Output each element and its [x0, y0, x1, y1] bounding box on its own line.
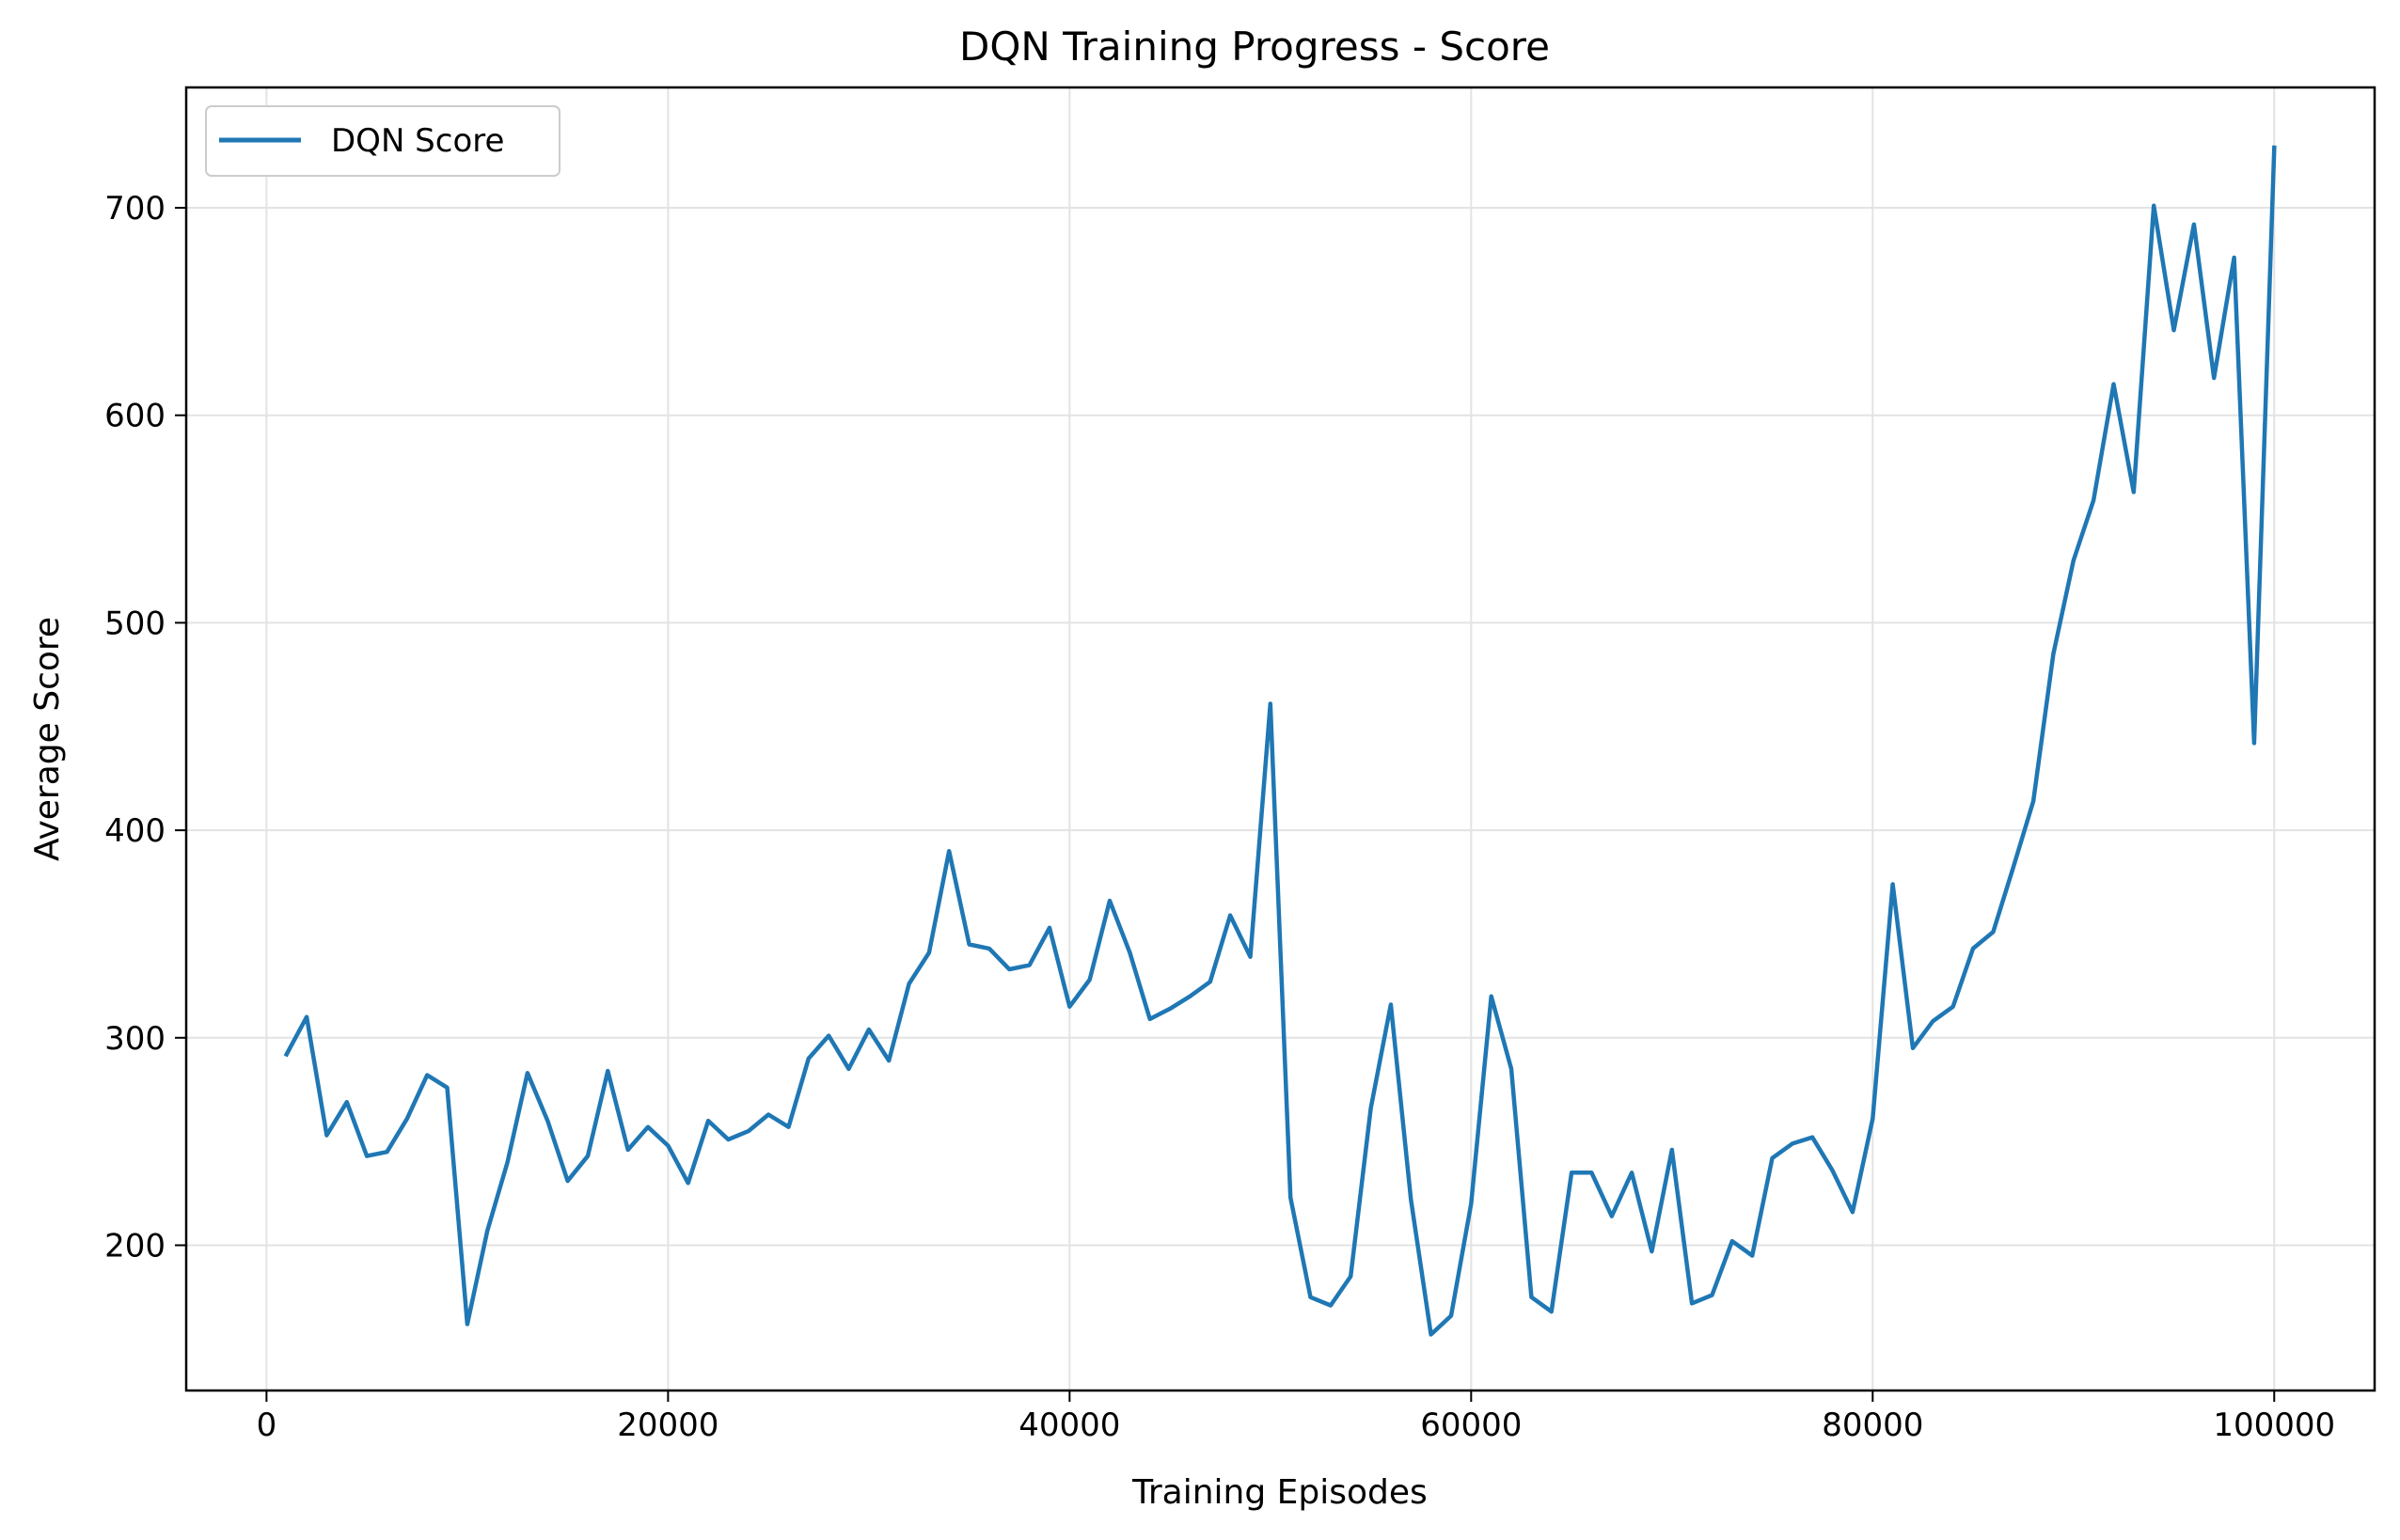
- plot-area-frame: [184, 86, 2376, 1392]
- chart-title: DQN Training Progress - Score: [959, 24, 1550, 70]
- x-tick-label: 20000: [617, 1406, 718, 1444]
- x-tick-label: 60000: [1420, 1406, 1522, 1444]
- x-tick-label: 80000: [1822, 1406, 1923, 1444]
- x-tick-label: 100000: [2213, 1406, 2335, 1444]
- legend-box: [205, 105, 561, 177]
- y-tick-label: 200: [104, 1228, 166, 1265]
- x-tick-label: 40000: [1018, 1406, 1120, 1444]
- series-lines: [283, 145, 2277, 1337]
- x-axis-label: Training Episodes: [1131, 1473, 1428, 1512]
- y-tick-label: 600: [104, 398, 166, 435]
- legend-label: DQN Score: [331, 122, 504, 160]
- x-axis-ticks: 0 20000 40000 60000 80000 100000: [257, 1391, 2335, 1444]
- grid-lines: [186, 87, 2375, 1391]
- y-tick-label: 700: [104, 190, 166, 228]
- y-tick-label: 500: [104, 605, 166, 642]
- y-axis-ticks: 200 300 400 500 600 700: [104, 190, 186, 1265]
- y-axis-label: Average Score: [28, 617, 67, 861]
- y-tick-label: 400: [104, 812, 166, 850]
- legend: DQN Score: [205, 105, 561, 177]
- x-tick-label: 0: [257, 1406, 277, 1444]
- series-line-dqn-score: [283, 145, 2277, 1337]
- y-tick-label: 300: [104, 1020, 166, 1058]
